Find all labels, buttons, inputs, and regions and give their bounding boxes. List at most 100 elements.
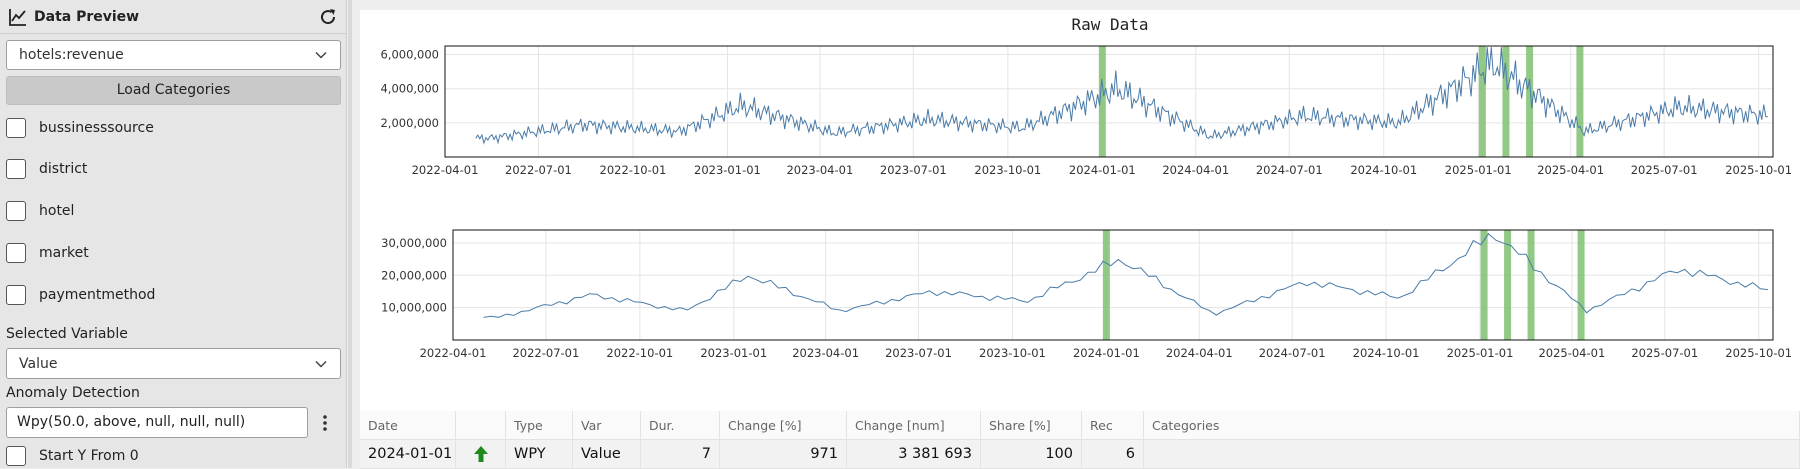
- column-header[interactable]: Change [num]: [847, 411, 981, 440]
- category-checkbox-market[interactable]: market: [6, 240, 89, 266]
- table-cell: 6: [1082, 440, 1144, 469]
- category-checkbox-hotel[interactable]: hotel: [6, 198, 74, 224]
- column-header[interactable]: Change [%]: [720, 411, 847, 440]
- y-tick-label: 20,000,000: [381, 268, 447, 282]
- checkbox[interactable]: [6, 159, 26, 179]
- chart-title: Processed Data: [1043, 210, 1178, 214]
- anomaly-band: [1577, 230, 1585, 340]
- chart-title: Raw Data: [1071, 15, 1148, 34]
- checkbox[interactable]: [6, 446, 26, 466]
- x-tick-label: 2022-10-01: [600, 163, 667, 177]
- x-tick-label: 2025-04-01: [1537, 163, 1604, 177]
- plot-frame: [444, 45, 1774, 158]
- column-header[interactable]: [456, 411, 506, 440]
- chevron-down-icon: [315, 51, 327, 59]
- column-header[interactable]: Date: [360, 411, 456, 440]
- processed-data-chart: Processed Data 2022-04-01 2022-07-01 2022-1…: [381, 210, 1792, 360]
- y-tick-label: 2,000,000: [380, 116, 439, 130]
- column-header[interactable]: Share [%]: [981, 411, 1082, 440]
- table-cell: 2024-01-01: [360, 440, 456, 469]
- main-panel: Raw Data 2022-04-01 2022-07-01 2022-10-01 20…: [360, 10, 1800, 469]
- x-tick-label: 2024-07-01: [1256, 163, 1323, 177]
- x-tick-label: 2024-10-01: [1353, 346, 1420, 360]
- anomaly-band: [1480, 230, 1488, 340]
- table-cell: 7: [641, 440, 720, 469]
- source-select[interactable]: hotels:revenue: [6, 40, 341, 70]
- x-tick-label: 2025-07-01: [1631, 163, 1698, 177]
- x-tick-label: 2023-10-01: [974, 163, 1041, 177]
- y-tick-label: 30,000,000: [381, 236, 447, 250]
- x-tick-label: 2024-07-01: [1259, 346, 1326, 360]
- x-tick-label: 2024-04-01: [1162, 163, 1229, 177]
- plot-frame: [452, 229, 1774, 341]
- chart-grid: [452, 230, 1773, 340]
- x-tick-label: 2025-04-01: [1538, 346, 1605, 360]
- x-tick-label: 2025-10-01: [1725, 163, 1792, 177]
- start-y-label: Start Y From 0: [39, 448, 139, 464]
- x-tick-label: 2022-10-01: [606, 346, 673, 360]
- sidebar-header: Data Preview: [0, 0, 346, 34]
- refresh-icon[interactable]: [318, 7, 338, 27]
- column-header[interactable]: Rec: [1082, 411, 1144, 440]
- more-vert-icon[interactable]: [318, 412, 332, 434]
- x-tick-label: 2024-01-01: [1073, 346, 1140, 360]
- anomaly-band: [1102, 230, 1110, 340]
- table-cell: 971: [720, 440, 847, 469]
- table-header-row: Date Type Var Dur. Change [%] Change [num] Sha…: [360, 411, 1800, 440]
- column-header[interactable]: Dur.: [641, 411, 720, 440]
- x-tick-label: 2023-10-01: [979, 346, 1046, 360]
- y-tick-label: 4,000,000: [380, 82, 439, 96]
- checkbox[interactable]: [6, 285, 26, 305]
- column-header[interactable]: Var: [573, 411, 641, 440]
- x-tick-label: 2022-04-01: [420, 346, 487, 360]
- x-tick-label: 2023-04-01: [786, 163, 853, 177]
- series-line: [483, 233, 1768, 318]
- y-tick-label: 6,000,000: [380, 48, 439, 62]
- source-select-value: hotels:revenue: [19, 47, 124, 63]
- category-checkbox-paymentmethod[interactable]: paymentmethod: [6, 282, 155, 308]
- anomaly-band: [1502, 46, 1510, 157]
- anomaly-band: [1504, 230, 1512, 340]
- selected-variable-label: Selected Variable: [6, 326, 128, 342]
- anomaly-band: [1478, 46, 1486, 157]
- checkbox[interactable]: [6, 201, 26, 221]
- column-header[interactable]: Type: [506, 411, 573, 440]
- x-tick-label: 2025-01-01: [1447, 346, 1514, 360]
- x-tick-label: 2024-01-01: [1069, 163, 1136, 177]
- category-label: hotel: [39, 203, 75, 219]
- checkbox[interactable]: [6, 243, 26, 263]
- category-label: market: [39, 245, 89, 261]
- start-y-checkbox[interactable]: Start Y From 0: [6, 443, 139, 469]
- x-tick-label: 2023-04-01: [792, 346, 859, 360]
- table-row[interactable]: 2024-01-01 WPY Value 7 971 3 381 693 100 6: [360, 440, 1800, 469]
- checkbox[interactable]: [6, 118, 26, 138]
- up-arrow-icon: [473, 446, 488, 462]
- x-tick-label: 2022-04-01: [412, 163, 479, 177]
- table-cell: 100: [981, 440, 1082, 469]
- line-chart-icon: [9, 8, 26, 26]
- x-tick-label: 2025-07-01: [1631, 346, 1698, 360]
- panel-splitter[interactable]: [348, 0, 352, 468]
- selected-variable-select[interactable]: Value: [6, 348, 341, 379]
- x-tick-label: 2024-04-01: [1166, 346, 1233, 360]
- load-categories-button[interactable]: Load Categories: [6, 76, 341, 105]
- trend-cell: [456, 440, 506, 469]
- anomaly-band: [1527, 230, 1535, 340]
- table-cell: 3 381 693: [847, 440, 981, 469]
- anomaly-band: [1098, 46, 1106, 157]
- x-tick-label: 2023-01-01: [700, 346, 767, 360]
- x-tick-label: 2022-07-01: [512, 346, 579, 360]
- x-tick-label: 2024-10-01: [1350, 163, 1417, 177]
- table-cell: Value: [573, 440, 641, 469]
- category-checkbox-district[interactable]: district: [6, 156, 87, 182]
- category-checkbox-bussinesssource[interactable]: bussinesssource: [6, 115, 154, 141]
- anomaly-detection-input[interactable]: Wpy(50.0, above, null, null, null): [6, 407, 308, 438]
- raw-data-chart: Raw Data 2022-04-01 2022-07-01 2022-10-01 20…: [380, 15, 1792, 177]
- table-cell: WPY: [506, 440, 573, 469]
- sidebar: Data Preview hotels:revenue Load Categor…: [0, 0, 347, 468]
- category-label: bussinesssource: [39, 120, 154, 136]
- table-cell: [1144, 440, 1800, 469]
- column-header[interactable]: Categories: [1144, 411, 1800, 440]
- series-line: [475, 47, 1768, 145]
- y-tick-label: 10,000,000: [381, 301, 447, 315]
